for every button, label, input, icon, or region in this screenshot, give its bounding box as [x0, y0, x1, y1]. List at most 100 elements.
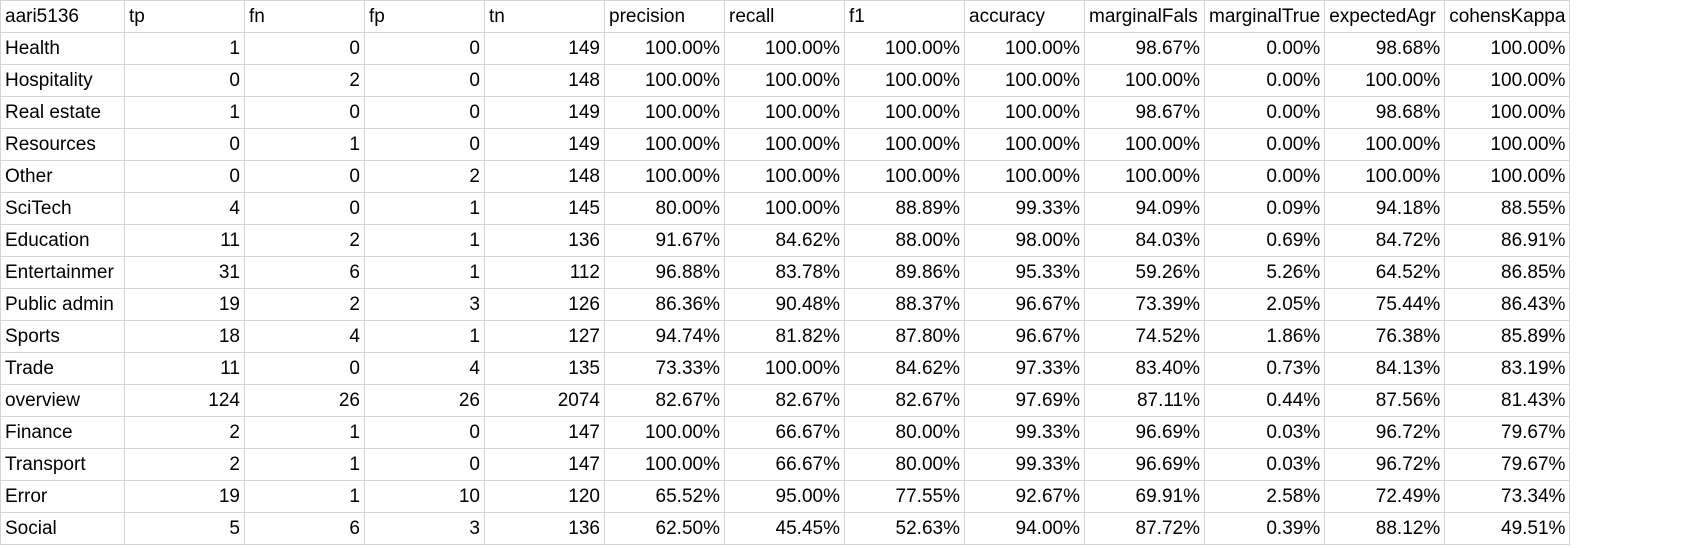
data-cell[interactable]: 100.00% — [844, 160, 965, 193]
data-cell[interactable]: 88.12% — [1324, 512, 1446, 545]
data-cell[interactable]: 0.00% — [1204, 32, 1326, 65]
data-cell[interactable]: 52.63% — [844, 512, 965, 545]
data-cell[interactable]: 0.00% — [1204, 64, 1326, 97]
data-cell[interactable]: 124 — [124, 384, 245, 417]
data-cell[interactable]: 0 — [364, 64, 485, 97]
data-cell[interactable]: 86.91% — [1444, 224, 1571, 257]
data-cell[interactable]: 100.00% — [724, 192, 845, 225]
column-header-cell[interactable]: aari5136 — [0, 0, 125, 33]
data-cell[interactable]: 100.00% — [1084, 64, 1205, 97]
data-cell[interactable]: 2 — [364, 160, 485, 193]
data-cell[interactable]: 0 — [364, 448, 485, 481]
data-cell[interactable]: 100.00% — [724, 352, 845, 385]
data-cell[interactable]: 2 — [244, 64, 365, 97]
data-cell[interactable]: 4 — [244, 320, 365, 353]
data-cell[interactable]: 0.00% — [1204, 128, 1326, 161]
data-cell[interactable]: 136 — [484, 512, 605, 545]
data-cell[interactable]: 80.00% — [844, 448, 965, 481]
data-cell[interactable]: 0.00% — [1204, 160, 1326, 193]
data-cell[interactable]: 88.37% — [844, 288, 965, 321]
data-cell[interactable]: 100.00% — [844, 32, 965, 65]
data-cell[interactable]: 100.00% — [964, 32, 1085, 65]
data-cell[interactable]: 100.00% — [604, 416, 725, 449]
data-cell[interactable]: 96.67% — [964, 288, 1085, 321]
data-cell[interactable]: 96.72% — [1324, 448, 1446, 481]
data-cell[interactable]: 18 — [124, 320, 245, 353]
data-cell[interactable]: 3 — [364, 288, 485, 321]
data-cell[interactable]: 31 — [124, 256, 245, 289]
data-cell[interactable]: 79.67% — [1444, 416, 1571, 449]
data-cell[interactable]: 0.03% — [1204, 448, 1326, 481]
data-cell[interactable]: 5 — [124, 512, 245, 545]
data-cell[interactable]: 84.62% — [844, 352, 965, 385]
data-cell[interactable]: 64.52% — [1324, 256, 1446, 289]
data-cell[interactable]: 96.69% — [1084, 448, 1205, 481]
data-cell[interactable]: 100.00% — [604, 160, 725, 193]
data-cell[interactable]: 100.00% — [1444, 160, 1571, 193]
data-cell[interactable]: 0.03% — [1204, 416, 1326, 449]
data-cell[interactable]: 0.69% — [1204, 224, 1326, 257]
data-cell[interactable]: 95.33% — [964, 256, 1085, 289]
data-cell[interactable]: 84.13% — [1324, 352, 1446, 385]
data-cell[interactable]: 90.48% — [724, 288, 845, 321]
data-cell[interactable]: 100.00% — [724, 32, 845, 65]
data-cell[interactable]: 148 — [484, 160, 605, 193]
data-cell[interactable]: 127 — [484, 320, 605, 353]
data-cell[interactable]: 0 — [244, 32, 365, 65]
data-cell[interactable]: 1.86% — [1204, 320, 1326, 353]
row-label-cell[interactable]: Public admin — [0, 288, 125, 321]
data-cell[interactable]: 80.00% — [604, 192, 725, 225]
data-cell[interactable]: 0.39% — [1204, 512, 1326, 545]
data-cell[interactable]: 100.00% — [964, 64, 1085, 97]
data-cell[interactable]: 86.36% — [604, 288, 725, 321]
data-cell[interactable]: 100.00% — [604, 64, 725, 97]
data-cell[interactable]: 87.72% — [1084, 512, 1205, 545]
data-cell[interactable]: 2074 — [484, 384, 605, 417]
data-cell[interactable]: 100.00% — [844, 96, 965, 129]
data-cell[interactable]: 89.86% — [844, 256, 965, 289]
data-cell[interactable]: 5.26% — [1204, 256, 1326, 289]
data-cell[interactable]: 100.00% — [844, 128, 965, 161]
data-cell[interactable]: 2.05% — [1204, 288, 1326, 321]
data-cell[interactable]: 73.33% — [604, 352, 725, 385]
data-cell[interactable]: 84.72% — [1324, 224, 1446, 257]
data-cell[interactable]: 81.43% — [1444, 384, 1571, 417]
data-cell[interactable]: 26 — [244, 384, 365, 417]
data-cell[interactable]: 0 — [124, 128, 245, 161]
data-cell[interactable]: 136 — [484, 224, 605, 257]
data-cell[interactable]: 19 — [124, 288, 245, 321]
data-cell[interactable]: 97.33% — [964, 352, 1085, 385]
column-header-cell[interactable]: tn — [484, 0, 605, 33]
data-cell[interactable]: 2 — [244, 224, 365, 257]
data-cell[interactable]: 65.52% — [604, 480, 725, 513]
data-cell[interactable]: 6 — [244, 512, 365, 545]
data-cell[interactable]: 100.00% — [1324, 128, 1446, 161]
data-cell[interactable]: 1 — [364, 256, 485, 289]
data-cell[interactable]: 95.00% — [724, 480, 845, 513]
data-cell[interactable]: 99.33% — [964, 416, 1085, 449]
data-cell[interactable]: 120 — [484, 480, 605, 513]
data-cell[interactable]: 149 — [484, 128, 605, 161]
data-cell[interactable]: 1 — [244, 128, 365, 161]
data-cell[interactable]: 100.00% — [604, 32, 725, 65]
data-cell[interactable]: 97.69% — [964, 384, 1085, 417]
data-cell[interactable]: 96.72% — [1324, 416, 1446, 449]
data-cell[interactable]: 92.67% — [964, 480, 1085, 513]
data-cell[interactable]: 2 — [124, 448, 245, 481]
data-cell[interactable]: 72.49% — [1324, 480, 1446, 513]
data-cell[interactable]: 19 — [124, 480, 245, 513]
data-cell[interactable]: 1 — [244, 480, 365, 513]
column-header-cell[interactable]: tp — [124, 0, 245, 33]
data-cell[interactable]: 100.00% — [604, 448, 725, 481]
row-label-cell[interactable]: Social — [0, 512, 125, 545]
data-cell[interactable]: 147 — [484, 448, 605, 481]
data-cell[interactable]: 84.03% — [1084, 224, 1205, 257]
data-cell[interactable]: 82.67% — [844, 384, 965, 417]
data-cell[interactable]: 83.40% — [1084, 352, 1205, 385]
data-cell[interactable]: 85.89% — [1444, 320, 1571, 353]
data-cell[interactable]: 0.00% — [1204, 96, 1326, 129]
data-cell[interactable]: 80.00% — [844, 416, 965, 449]
data-cell[interactable]: 94.09% — [1084, 192, 1205, 225]
data-cell[interactable]: 66.67% — [724, 416, 845, 449]
data-cell[interactable]: 100.00% — [604, 128, 725, 161]
